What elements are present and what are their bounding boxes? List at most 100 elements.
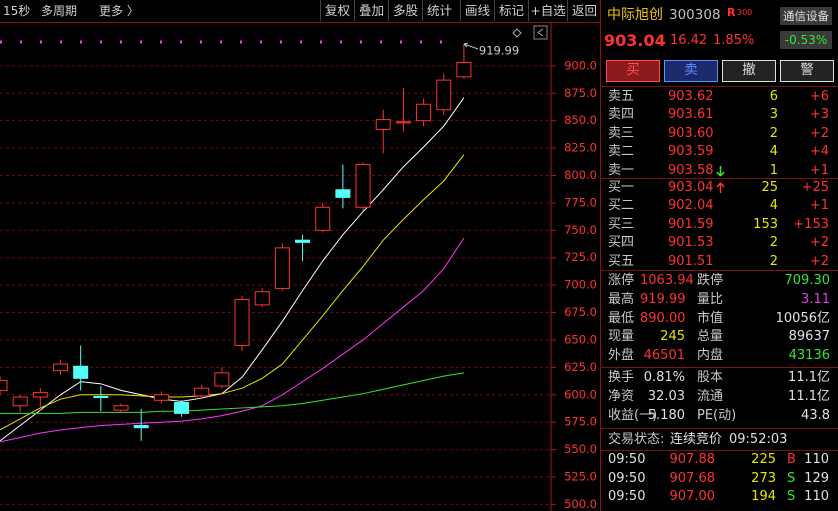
book-label: 买二	[608, 198, 635, 214]
candle-body	[436, 79, 452, 111]
tick-time: 09:50	[608, 470, 646, 486]
stat-value: 1063.94	[640, 273, 694, 288]
y-tick-label: 675.0	[564, 305, 597, 319]
diamond-icon	[512, 28, 522, 38]
y-tick-label: 650.0	[564, 332, 597, 346]
book-change: +1	[809, 198, 829, 214]
y-tick-label: 500.0	[564, 497, 597, 511]
y-tick-label: 525.0	[564, 470, 597, 484]
toolbar-item[interactable]: 更多 〉	[99, 4, 139, 18]
fundamental-label: 流通	[697, 389, 724, 404]
y-tick-label: 800.0	[564, 168, 597, 182]
fundamental-label: 净资	[608, 389, 635, 404]
stat-value: 89637	[788, 329, 830, 345]
y-tick-label: 625.0	[564, 360, 597, 374]
y-tick-label: 900.0	[564, 58, 597, 72]
stat-value: 43136	[788, 348, 830, 364]
y-tick-label: 775.0	[564, 195, 597, 209]
badge-sub: 300	[737, 8, 753, 17]
separator	[600, 367, 838, 368]
stock-code: 300308	[669, 7, 721, 23]
trend-arrow	[716, 182, 725, 193]
stat-label: 外盘	[608, 348, 635, 364]
separator	[600, 178, 838, 179]
fundamental-value: 11.1亿	[788, 389, 830, 404]
tick-volume: 194	[751, 489, 776, 504]
y-tick-label: 700.0	[564, 278, 597, 292]
fundamental-value: 11.1亿	[788, 370, 830, 385]
book-label: 买三	[608, 216, 635, 232]
stat-label: 现量	[608, 329, 635, 345]
trade-button[interactable]: 警	[780, 60, 834, 82]
candle-body	[375, 119, 391, 130]
tick-price: 907.68	[669, 470, 716, 486]
book-label: 买一	[608, 180, 635, 195]
book-change: +1	[809, 162, 829, 178]
tick-count: 110	[804, 452, 829, 467]
stat-label: 跌停	[697, 273, 724, 288]
stat-value: 890.00	[640, 310, 686, 326]
book-price: 903.61	[668, 107, 714, 123]
book-label: 买四	[608, 235, 635, 251]
book-label: 卖二	[608, 144, 635, 160]
price-change-pct: 1.85%	[713, 33, 755, 48]
tick-count: 110	[804, 489, 829, 504]
badge: R	[727, 6, 736, 19]
candle-body	[254, 291, 270, 306]
separator	[600, 86, 838, 87]
toolbar-button[interactable]: 画线	[460, 0, 494, 21]
toolbar-item[interactable]: 15秒	[3, 4, 31, 18]
book-label: 卖五	[608, 89, 635, 104]
fundamental-value: 0.81%	[643, 370, 685, 385]
toolbar-button[interactable]: 叠加	[354, 0, 388, 21]
book-price: 903.58	[668, 162, 714, 178]
toolbar	[0, 0, 600, 23]
moving-average	[0, 97, 465, 442]
price-change: 16.42	[670, 33, 708, 48]
toolbar-button[interactable]: 复权	[320, 0, 354, 21]
stat-value: 3.11	[801, 291, 830, 307]
y-tick-label: 575.0	[564, 415, 597, 429]
book-volume: 25	[761, 180, 778, 195]
book-volume: 2	[769, 235, 778, 251]
trade-button[interactable]: 撤	[722, 60, 776, 82]
toolbar-button[interactable]: +自选	[528, 0, 567, 21]
stat-value: 46501	[643, 348, 685, 364]
trade-button[interactable]: 卖	[664, 60, 718, 82]
book-volume: 2	[769, 125, 778, 141]
trend-arrow	[716, 165, 725, 177]
toolbar-button[interactable]: 标记	[494, 0, 528, 21]
stat-label: 涨停	[608, 273, 635, 288]
stat-value: 10056亿	[775, 310, 830, 326]
book-change: +25	[801, 180, 829, 195]
candle-body	[456, 62, 472, 78]
y-tick-label: 875.0	[564, 86, 597, 100]
tick-side: B	[787, 452, 796, 467]
stat-value: 709.30	[784, 273, 831, 288]
book-price: 903.59	[668, 144, 714, 160]
book-volume: 2	[769, 253, 778, 269]
book-price: 902.04	[668, 198, 714, 214]
status-label: 交易状态:	[608, 432, 665, 447]
separator	[600, 428, 838, 429]
collapse-button[interactable]	[533, 25, 548, 40]
fundamental-value: 32.03	[647, 389, 685, 404]
book-volume: 3	[769, 107, 778, 123]
trade-button[interactable]: 买	[606, 60, 660, 82]
book-change: +2	[809, 235, 829, 251]
book-price: 901.53	[668, 235, 714, 251]
toolbar-button[interactable]: 统计	[422, 0, 456, 21]
candle-body	[53, 363, 69, 372]
toolbar-button[interactable]: 返回	[567, 0, 601, 21]
toolbar-button[interactable]: 多股	[388, 0, 422, 21]
stat-label: 最低	[608, 310, 635, 326]
toolbar-item[interactable]: 多周期	[41, 4, 78, 18]
candle-body	[73, 365, 89, 379]
y-tick-label: 750.0	[564, 223, 597, 237]
tick-volume: 225	[751, 452, 776, 467]
max-pointer	[463, 42, 479, 50]
sector-button[interactable]: 通信设备	[780, 7, 832, 25]
tick-count: 129	[804, 470, 829, 486]
y-tick-label: 550.0	[564, 442, 597, 456]
stat-value: 919.99	[640, 291, 686, 307]
